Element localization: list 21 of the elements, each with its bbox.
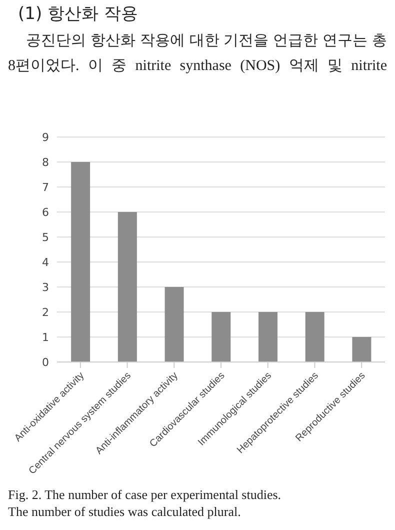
chart-title: (1) 항산화 작용 bbox=[17, 3, 139, 25]
y-tick-label: 2 bbox=[42, 306, 49, 319]
caption: Fig. 2. The number of case per experimental studies. bbox=[8, 486, 282, 503]
bar bbox=[71, 162, 90, 362]
y-tick-label: 6 bbox=[42, 206, 49, 219]
y-tick-label: 1 bbox=[42, 330, 49, 344]
bar bbox=[212, 312, 231, 362]
bar bbox=[258, 312, 278, 362]
y-tick-label: 3 bbox=[42, 280, 49, 294]
text: 공진단의 항산화 작용에 대한 기전을 언급한 연구는 총 8편이었다. 이 중 nitrite synthase (NOS) 억제 및 nitrite bbox=[7, 32, 388, 76]
bar bbox=[305, 312, 324, 362]
bar bbox=[118, 212, 137, 362]
y-tick-label: 8 bbox=[42, 156, 49, 169]
y-tick-label: 7 bbox=[42, 180, 49, 194]
y-tick-label: 4 bbox=[42, 256, 49, 269]
text: The number of studies was calculated plural. bbox=[8, 503, 242, 520]
y-tick-label: 5 bbox=[42, 230, 49, 244]
bar bbox=[164, 287, 184, 362]
y-tick-label: 0 bbox=[42, 356, 49, 369]
bar bbox=[352, 337, 372, 362]
y-tick-label: 9 bbox=[42, 130, 49, 144]
